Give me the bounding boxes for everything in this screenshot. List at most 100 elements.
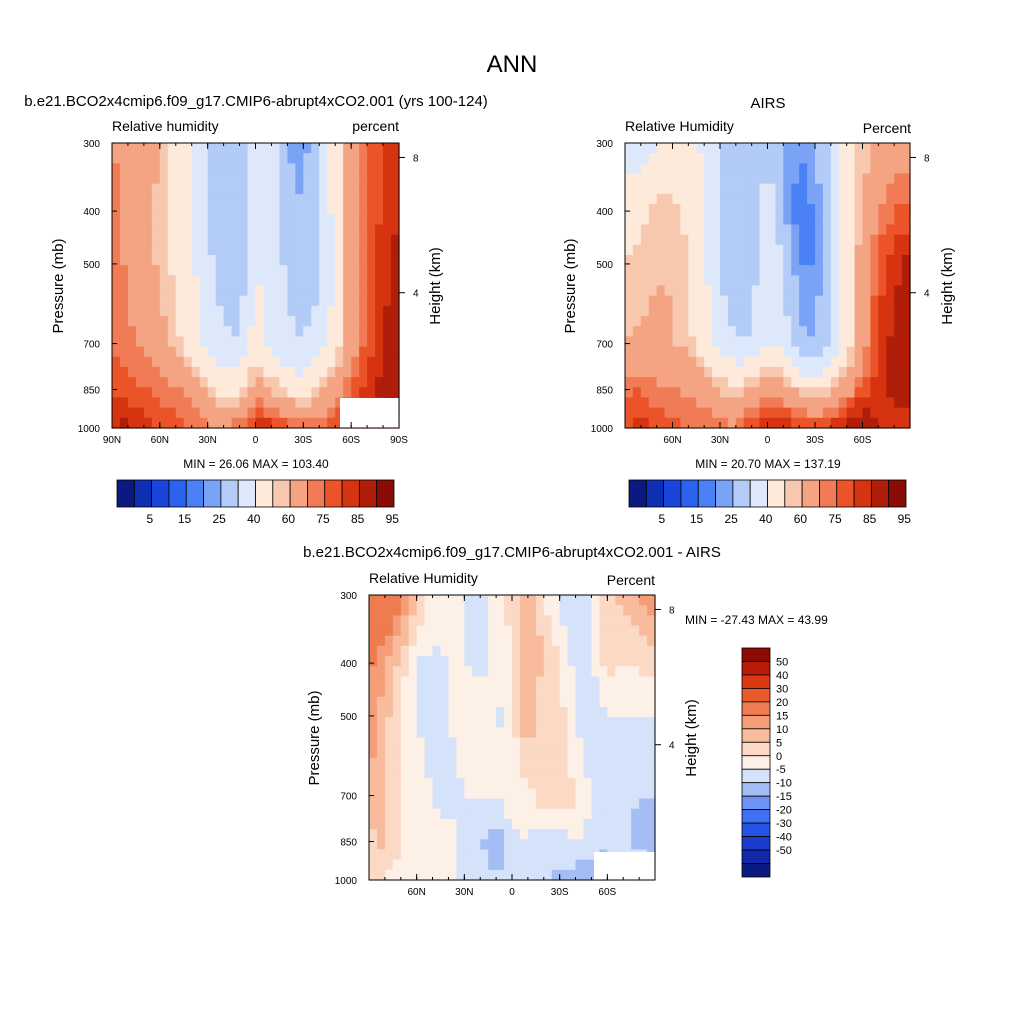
obs-field-cell: [894, 204, 903, 215]
diff-field-cell: [432, 849, 442, 861]
model-field-cell: [119, 254, 129, 266]
diff-field-cell: [623, 818, 632, 830]
model-field-cell: [223, 305, 233, 317]
obs-field-cell: [751, 275, 761, 287]
model-field-cell: [335, 316, 344, 327]
obs-field-cell: [862, 366, 872, 378]
diff-field-cell: [527, 859, 537, 871]
obs-field-cell: [672, 295, 682, 307]
model-field-cell: [112, 265, 121, 276]
model-field-cell: [143, 305, 153, 317]
diff-field-cell: [392, 757, 402, 769]
diff-field-cell: [623, 706, 632, 718]
obs-field-cell: [878, 336, 887, 348]
obs-field-cell: [688, 214, 697, 226]
diff-field-cell: [424, 747, 434, 759]
diff-field-cell: [488, 849, 497, 861]
model-field-cell: [112, 346, 121, 358]
diff-field-cell: [543, 635, 553, 647]
model-field-cell: [271, 407, 281, 419]
diff-field-cell: [599, 829, 608, 840]
obs-field-cell: [712, 204, 721, 215]
obs-field-cell: [830, 163, 840, 175]
obs-field-cell: [830, 417, 840, 429]
obs-field-cell: [680, 397, 689, 409]
obs-field-cell: [791, 173, 800, 185]
obs-field-cell: [838, 377, 848, 388]
diff-field-cell: [376, 625, 386, 637]
diff-y-tick-label: 850: [340, 838, 357, 849]
diff-field-cell: [567, 788, 577, 800]
obs-colorbar-label: 60: [794, 512, 808, 526]
model-field-cell: [199, 387, 209, 399]
diff-field-cell: [448, 645, 457, 657]
diff-field-cell: [400, 615, 410, 627]
model-field-cell: [319, 417, 328, 429]
obs-field-cell: [664, 275, 674, 287]
diff-field-cell: [488, 625, 497, 637]
model-field-cell: [119, 214, 129, 226]
diff-field-cell: [551, 757, 561, 769]
diff-field-cell: [456, 696, 465, 708]
obs-field-cell: [625, 346, 634, 358]
model-field-cell: [319, 407, 328, 419]
diff-field-cell: [400, 706, 410, 718]
obs-field-cell: [625, 183, 634, 195]
diff-field-cell: [607, 595, 616, 606]
diff-field-cell: [376, 696, 386, 708]
obs-field-cell: [791, 244, 800, 256]
obs-field-cell: [712, 295, 721, 307]
diff-field-cell: [369, 757, 378, 769]
obs-field-cell: [743, 173, 753, 185]
diff-field-cell: [440, 645, 450, 657]
diff-field-cell: [527, 625, 537, 637]
model-field-cell: [271, 316, 281, 327]
model-field-cell: [319, 163, 328, 175]
diff-field-cell: [400, 839, 410, 851]
diff-colorbar-box: [741, 809, 771, 824]
model-field-cell: [287, 387, 296, 399]
model-field-cell: [143, 204, 153, 215]
diff-field-cell: [527, 615, 537, 627]
model-field-cell: [287, 143, 296, 154]
obs-field-cell: [696, 366, 705, 378]
diff-field-cell: [369, 717, 378, 728]
model-field-cell: [287, 377, 296, 388]
model-field-cell: [231, 387, 241, 399]
model-field-cell: [112, 366, 121, 378]
model-field-cell: [191, 377, 201, 388]
diff-field-cell: [480, 778, 489, 789]
model-field-cell: [327, 417, 336, 429]
model-y-axis-label: Pressure (mb): [50, 238, 67, 333]
model-field-cell: [175, 275, 185, 287]
model-field-cell: [151, 326, 161, 337]
diff-field-cell: [376, 798, 386, 810]
obs-field-cell: [672, 163, 682, 175]
model-field-cell: [335, 275, 344, 287]
obs-field-cell: [791, 153, 800, 164]
diff-field-cell: [384, 798, 394, 810]
model-field-cell: [167, 173, 177, 185]
model-field-cell: [167, 387, 177, 399]
diff-colorbar-box: [741, 714, 771, 730]
diff-field-cell: [464, 788, 473, 800]
model-field-cell: [335, 163, 344, 175]
diff-field-cell: [392, 778, 402, 789]
model-field-cell: [191, 397, 201, 409]
model-field-cell: [319, 346, 328, 358]
model-field-cell: [279, 305, 288, 317]
obs-field-cell: [625, 193, 634, 205]
diff-field-cell: [615, 829, 624, 840]
diff-field-cell: [369, 595, 378, 606]
obs-field-cell: [783, 305, 792, 317]
obs-field-cell: [854, 407, 864, 419]
obs-field-cell: [854, 173, 864, 185]
diff-field-cell: [408, 686, 418, 698]
diff-field-cell: [519, 696, 529, 708]
model-field-cell: [199, 285, 209, 297]
obs-field-cell: [886, 224, 895, 236]
obs-field-cell: [656, 193, 666, 205]
diff-field-cell: [432, 778, 442, 789]
obs-field-cell: [878, 244, 887, 256]
obs-field-cell: [878, 366, 887, 378]
